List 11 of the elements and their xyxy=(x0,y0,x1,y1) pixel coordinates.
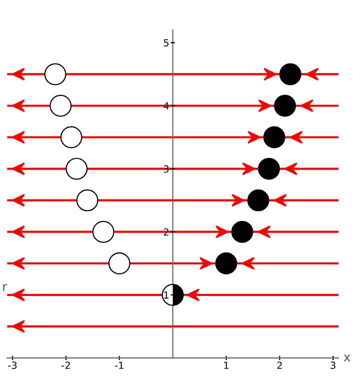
x-axis-title: x xyxy=(344,354,350,362)
x-tick-label: 3 xyxy=(330,362,336,369)
y-tick-label: 1 xyxy=(164,292,168,299)
x-tick-label: -3 xyxy=(8,362,17,369)
x-tick-label: 1 xyxy=(224,362,228,369)
x-tick-label: -2 xyxy=(62,362,70,369)
y-tick-label: 5 xyxy=(164,39,168,47)
x-tick-label: -1 xyxy=(115,362,124,369)
y-tick-label: 4 xyxy=(164,102,169,110)
x-tick-label: 2 xyxy=(277,362,282,369)
y-axis-title: r xyxy=(3,284,8,292)
